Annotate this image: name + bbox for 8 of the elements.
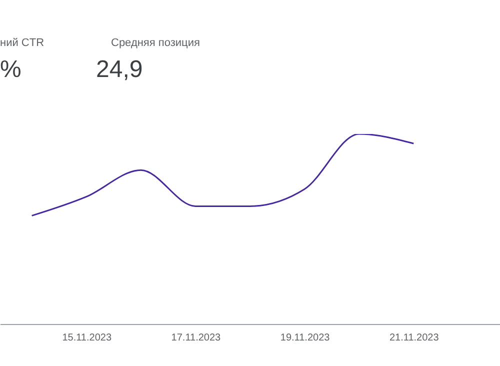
text: Средняя позиция bbox=[111, 37, 200, 49]
x-tick-label: 17.11.2023 bbox=[171, 332, 222, 344]
x-tick-label: 15.11.2023 bbox=[62, 332, 112, 344]
text: ний CTR bbox=[0, 37, 44, 49]
x-tick-label: 19.11.2023 bbox=[280, 332, 330, 344]
x-tick-label: 21.11.2023 bbox=[389, 332, 440, 344]
text: 24,9 bbox=[96, 56, 143, 83]
text: % bbox=[0, 56, 22, 83]
